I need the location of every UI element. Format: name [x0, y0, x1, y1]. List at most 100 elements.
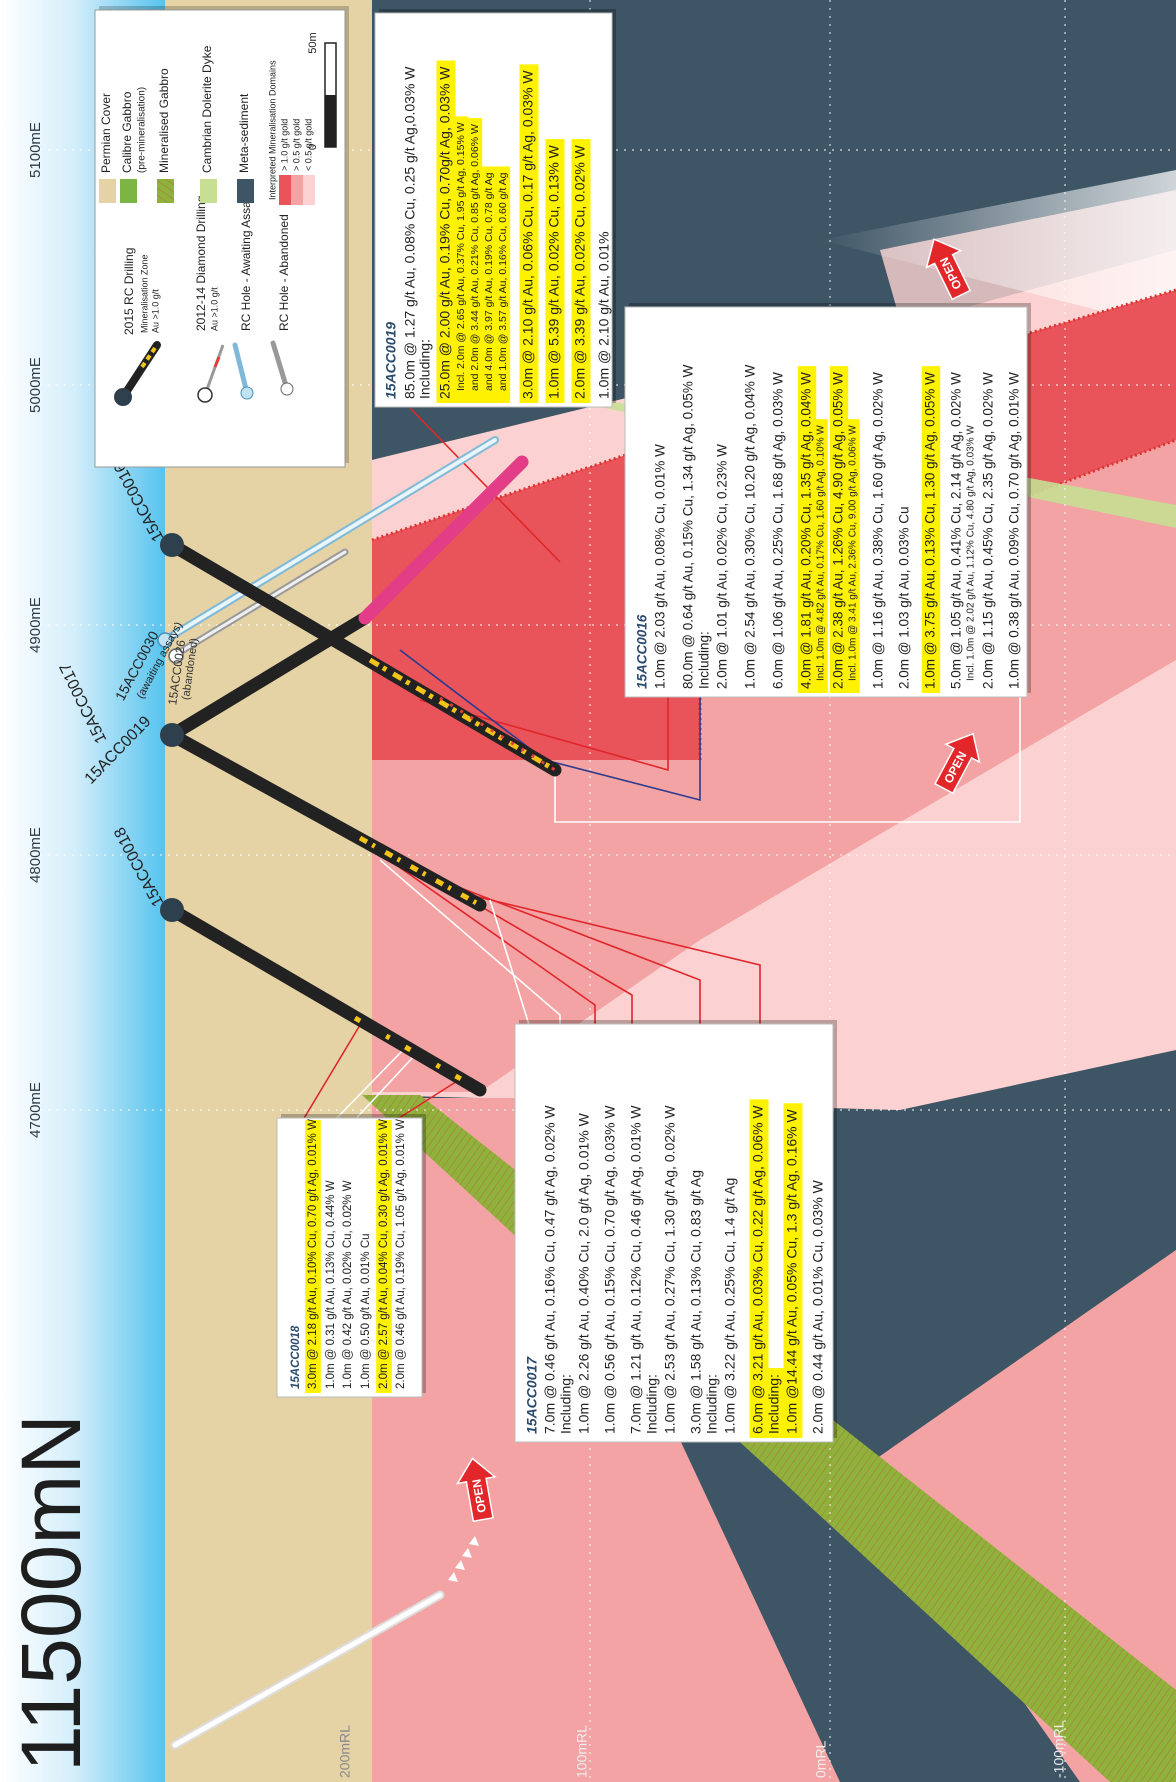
- legend-label: Meta-sediment: [237, 93, 251, 173]
- intercept-row: 7.0m @ 1.21 g/t Au, 0.12% Cu, 0.46 g/t A…: [628, 1105, 644, 1434]
- collar: [160, 723, 184, 747]
- intercept-row: Including:: [644, 1374, 660, 1434]
- legend-icon: [281, 383, 293, 395]
- intercept-row: 1.0m @ 2.53 g/t Au, 0.27% Cu, 1.30 g/t A…: [662, 1105, 678, 1434]
- intercept-row: 1.0m @ 0.42 g/t Au, 0.02% Cu, 0.02% W: [342, 1180, 354, 1389]
- intercept-row: and 1.0m @ 3.57 g/t Au, 0.16% Cu, 0.60 g…: [497, 172, 509, 391]
- box-title: 15ACC0017: [524, 1356, 540, 1434]
- legend-label: RC Hole - Awaiting Assays: [239, 189, 253, 331]
- scale-bar: [325, 95, 336, 147]
- intercept-row: Incl. 1.0m @ 2.02 g/t Au, 1.12% Cu, 4.80…: [966, 425, 977, 681]
- legend-label: 2015 RC Drilling: [122, 248, 136, 335]
- legend-label: 2012-14 Diamond Drilling: [194, 196, 208, 331]
- elevation-label: -100mRL: [1051, 1720, 1067, 1778]
- intercept-row: 2.0m @ 0.44 g/t Au, 0.01% Cu, 0.03% W: [810, 1179, 826, 1434]
- intercept-row: 1.0m @14.44 g/t Au, 0.05% Cu, 1.3 g/t Ag…: [784, 1108, 800, 1434]
- intercept-row: 2.0m @ 3.39 g/t Au, 0.02% Cu, 0.02% W: [572, 144, 588, 399]
- legend-icon: [241, 387, 253, 399]
- intercept-row: 1.0m @ 2.10 g/t Au, 0.01%: [596, 231, 612, 399]
- intercept-row: 2.0m @ 0.46 g/t Au, 0.19% Cu, 1.05 g/t A…: [395, 1119, 407, 1389]
- easting-label: 5100mE: [27, 122, 44, 178]
- legend-label: Mineralisation Zone: [139, 254, 149, 333]
- intercept-row: 2.0m @ 1.01 g/t Au, 0.02% Cu, 0.23% W: [715, 444, 730, 689]
- legend-label: > 0.5 g/t gold: [291, 119, 301, 171]
- intercept-row: Including:: [697, 631, 712, 689]
- legend-label: Permian Cover: [99, 93, 113, 173]
- intercept-row: 1.0m @ 0.38 g/t Au, 0.09% Cu, 0.70 g/t A…: [1007, 372, 1022, 689]
- intercept-row: Incl. 1.0m @ 4.82 g/t Au, 0.17% Cu, 1.60…: [816, 425, 827, 681]
- legend-label: Au >1.0 g/t: [150, 289, 160, 333]
- intercept-row: 2.0m @ 2.57 g/t Au, 0.04% Cu, 0.30 g/t A…: [378, 1119, 390, 1389]
- intercept-row: 3.0m @ 2.10 g/t Au, 0.06% Cu, 0.17 g/t A…: [520, 70, 536, 399]
- intercept-row: Including:: [558, 1374, 574, 1434]
- box-title: 15ACC0019: [383, 322, 399, 399]
- legend-label: Calibre Gabbro: [120, 91, 134, 173]
- legend-swatch: [303, 175, 315, 205]
- intercept-row: Including:: [417, 339, 433, 399]
- elevation-label: 100mRL: [574, 1725, 590, 1778]
- intercept-row: 1.0m @ 3.75 g/t Au, 0.13% Cu, 1.30 g/t A…: [923, 372, 938, 689]
- intercept-row: 3.0m @ 2.18 g/t Au, 0.10% Cu, 0.70 g/t A…: [307, 1119, 319, 1389]
- legend-note: (pre-mineralisation): [137, 87, 148, 173]
- legend-swatch: [279, 175, 291, 205]
- intercept-row: Including:: [704, 1374, 720, 1434]
- intercept-row: 6.0m @ 3.21 g/t Au, 0.03% Cu, 0.22 g/t A…: [750, 1105, 766, 1434]
- intercept-row: 2.0m @ 1.03 g/t Au, 0.03% Cu: [897, 506, 912, 689]
- intercept-row: 25.0m @ 2.00 g/t Au, 0.19% Cu, 0.70g/t A…: [437, 66, 453, 399]
- page: { "title": "11500mN", "eastings": ["4700…: [0, 0, 1176, 1782]
- intercept-row: 1.0m @ 2.26 g/t Au, 0.40% Cu, 2.0 g/t Ag…: [576, 1112, 592, 1434]
- legend-swatch: [157, 179, 174, 203]
- easting-label: 4800mE: [27, 827, 44, 883]
- intercept-row: Including:: [766, 1374, 782, 1434]
- easting-label: 5000mE: [27, 357, 44, 413]
- intercept-row: 3.0m @ 1.58 g/t Au, 0.13% Cu, 0.83 g/t A…: [688, 1170, 704, 1434]
- legend-swatch: [291, 175, 303, 205]
- intercept-row: 1.0m @ 1.16 g/t Au, 0.38% Cu, 1.60 g/t A…: [871, 372, 886, 689]
- legend-label: Mineralised Gabbro: [157, 68, 171, 173]
- intercept-row: 1.0m @ 2.03 g/t Au, 0.08% Cu, 0.01% W: [653, 444, 668, 689]
- intercept-box: 15ACC0018 3.0m @ 2.18 g/t Au, 0.10% Cu, 0…: [277, 1114, 426, 1397]
- intercept-row: Incl. 2.0m @ 2.65 g/t Au, 0.37% Cu, 1.95…: [455, 122, 467, 391]
- elevation-label: 0mRL: [813, 1740, 829, 1778]
- intercept-row: and 2.0m @ 3.44 g/t Au, 0.21% Cu, 0.85 g…: [469, 124, 481, 391]
- legend-swatch: [99, 179, 116, 203]
- legend-box: [95, 10, 345, 467]
- legend-heading: Interpreted Mineralisation Domains: [267, 60, 277, 200]
- intercept-row: 1.0m @ 0.50 g/t Au, 0.01% Cu: [360, 1233, 372, 1389]
- intercept-row: and 4.0m @ 3.97 g/t Au, 0.19% Cu, 0.78 g…: [483, 172, 495, 391]
- intercept-row: 7.0m @ 0.46 g/t Au, 0.16% Cu, 0.47 g/t A…: [542, 1105, 558, 1434]
- box-title: 15ACC0016: [635, 614, 650, 689]
- legend-label: > 1.0 g/t gold: [279, 119, 289, 171]
- intercept-row: 85.0m @ 1.27 g/t Au, 0.08% Cu, 0.25 g/t …: [402, 66, 418, 399]
- legend-label: Au >1.0 g/t: [209, 287, 219, 331]
- map-title: 11500mN: [4, 1414, 98, 1772]
- intercept-row: 80.0m @ 0.64 g/t Au, 0.15% Cu, 1.34 g/t …: [681, 364, 696, 689]
- cross-section: 11500mN4700mE4800mE4900mE5000mE5100mE200…: [0, 0, 1176, 1782]
- easting-label: 4700mE: [27, 1082, 44, 1138]
- legend-swatch: [237, 179, 254, 203]
- intercept-row: 1.0m @ 3.22 g/t Au, 0.25% Cu, 1.4 g/t Ag: [722, 1178, 738, 1434]
- intercept-row: 1.0m @ 5.39 g/t Au, 0.02% Cu, 0.13% W: [546, 144, 562, 399]
- intercept-row: 6.0m @ 1.06 g/t Au, 0.25% Cu, 1.68 g/t A…: [771, 372, 786, 689]
- intercept-row: 1.0m @ 2.54 g/t Au, 0.30% Cu, 10.20 g/t …: [743, 364, 758, 689]
- legend-icon: [198, 388, 212, 402]
- intercept-row: 4.0m @ 1.81 g/t Au, 0.20% Cu, 1.35 g/t A…: [799, 372, 814, 689]
- legend-swatch: [200, 179, 217, 203]
- intercept-row: Incl. 1.0m @ 3.41 g/t Au, 2.36% Cu, 9.00…: [848, 425, 859, 681]
- intercept-row: 2.0m @ 1.15 g/t Au, 0.45% Cu, 2.35 g/t A…: [981, 372, 996, 689]
- legend-label: RC Hole - Abandoned: [277, 214, 291, 331]
- intercept-row: 2.0m @ 2.38 g/t Au, 1.26% Cu, 4.90 g/t A…: [831, 372, 846, 689]
- box-title: 15ACC0018: [290, 1325, 302, 1389]
- legend-label: Cambrian Dolerite Dyke: [200, 45, 214, 173]
- intercept-row: 1.0m @ 0.31 g/t Au, 0.13% Cu, 0.44% W: [325, 1180, 337, 1389]
- intercept-row: 1.0m @ 0.56 g/t Au, 0.15% Cu, 0.70 g/t A…: [602, 1105, 618, 1434]
- scale-label: 50m: [307, 32, 319, 53]
- legend-swatch: [120, 179, 137, 203]
- elevation-label: 200mRL: [337, 1725, 353, 1778]
- scale-label: 0: [307, 144, 319, 150]
- intercept-row: 5.0m @ 1.05 g/t Au, 0.41% Cu, 2.14 g/t A…: [949, 372, 964, 689]
